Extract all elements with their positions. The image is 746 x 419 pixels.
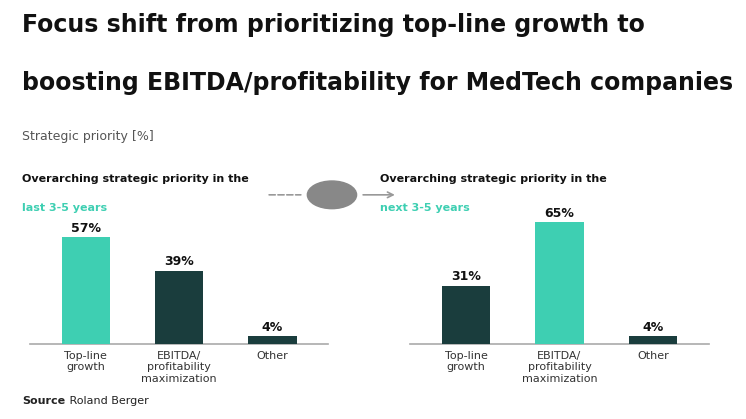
Text: Source: Source bbox=[22, 396, 66, 406]
Text: boosting EBITDA/profitability for MedTech companies: boosting EBITDA/profitability for MedTec… bbox=[22, 71, 733, 95]
Text: next 3-5 years: next 3-5 years bbox=[380, 203, 470, 213]
Bar bbox=[442, 286, 491, 344]
Bar bbox=[536, 222, 583, 344]
Text: 57%: 57% bbox=[71, 222, 101, 235]
Bar bbox=[61, 237, 110, 344]
Text: Focus shift from prioritizing top-line growth to: Focus shift from prioritizing top-line g… bbox=[22, 13, 645, 36]
Bar bbox=[628, 336, 677, 344]
Text: 65%: 65% bbox=[545, 207, 574, 220]
Text: Overarching strategic priority in the: Overarching strategic priority in the bbox=[380, 174, 607, 184]
Text: last 3-5 years: last 3-5 years bbox=[22, 203, 107, 213]
Text: to: to bbox=[326, 190, 338, 200]
Text: 31%: 31% bbox=[451, 270, 481, 283]
Text: 4%: 4% bbox=[262, 321, 283, 334]
Text: 4%: 4% bbox=[642, 321, 663, 334]
Text: Roland Berger: Roland Berger bbox=[66, 396, 148, 406]
Text: Overarching strategic priority in the: Overarching strategic priority in the bbox=[22, 174, 249, 184]
Text: Strategic priority [%]: Strategic priority [%] bbox=[22, 130, 154, 143]
Bar bbox=[155, 271, 203, 344]
Text: 39%: 39% bbox=[164, 256, 194, 269]
Bar bbox=[248, 336, 297, 344]
